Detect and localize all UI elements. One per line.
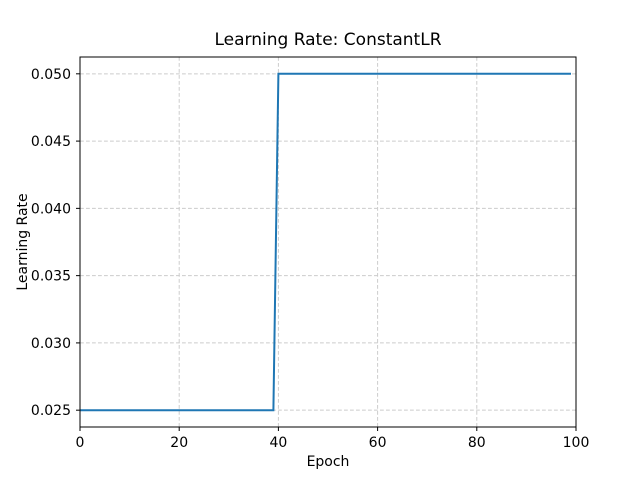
x-axis-label: Epoch xyxy=(307,454,350,470)
plot-border xyxy=(79,56,577,428)
x-tick-label: 40 xyxy=(269,435,287,451)
tick-label-layer: 0 20 40 60 80 100 0.025 0.030 0.035 0.040 0.045 0.0… xyxy=(31,67,589,451)
y-tick-label: 0.050 xyxy=(31,67,71,83)
x-tick-label: 20 xyxy=(170,435,188,451)
learning-rate-line xyxy=(80,72,571,412)
chart-title: Learning Rate: ConstantLR xyxy=(214,30,441,50)
y-axis-label: Learning Rate xyxy=(15,193,31,290)
y-tick-label: 0.025 xyxy=(31,403,71,419)
series-layer xyxy=(80,72,571,412)
x-tick-label: 100 xyxy=(563,435,590,451)
y-tick-label: 0.035 xyxy=(31,269,71,285)
y-tick-label: 0.045 xyxy=(31,134,71,150)
y-tick-label: 0.030 xyxy=(31,336,71,352)
x-tick-label: 80 xyxy=(468,435,486,451)
axes-layer xyxy=(76,56,577,431)
x-tick-label: 0 xyxy=(76,435,85,451)
x-tick-label: 60 xyxy=(369,435,387,451)
y-tick-label: 0.040 xyxy=(31,201,71,217)
grid-layer xyxy=(79,57,577,427)
